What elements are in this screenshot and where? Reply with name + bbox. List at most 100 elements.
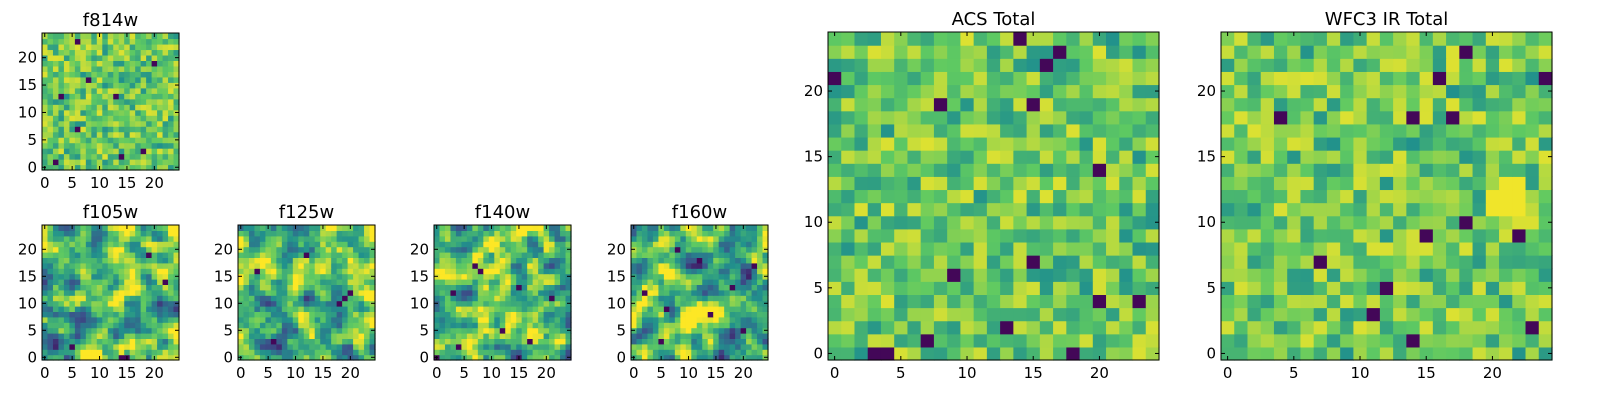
heatmap-cell [1538,281,1553,295]
heatmap-cell [907,32,922,46]
heatmap-cell [309,322,316,329]
heatmap-cell [162,316,169,323]
heatmap-cell [74,354,81,361]
heatmap-cell [146,235,153,242]
heatmap-cell [549,273,556,280]
heatmap-cell [1260,346,1275,361]
heatmap-cell [1145,255,1160,269]
heatmap-cell [74,98,81,105]
heatmap-cell [91,279,98,285]
heatmap-cell [472,257,479,264]
heatmap-cell [505,235,512,242]
heatmap-cell [336,252,343,258]
heatmap-cell [1446,32,1460,46]
heatmap-cell [118,109,125,116]
heatmap-cell [499,316,506,323]
heatmap-cell [1393,346,1407,361]
heatmap-cell [549,246,556,253]
heatmap-cell [52,148,60,155]
heatmap-cell [450,306,457,312]
heatmap-cell [488,343,495,350]
heatmap-cell [652,235,659,242]
heatmap-cell [762,257,769,264]
heatmap-cell [80,241,87,248]
heatmap-cell [1472,176,1487,191]
heatmap-cell [713,333,720,339]
heatmap-cell [718,279,725,285]
heatmap-cell [894,163,909,177]
heatmap-cell [841,215,856,230]
heatmap-cell [680,273,687,280]
heatmap-cell [1538,320,1553,335]
heatmap-cell [347,333,354,339]
heatmap-cell [1459,176,1474,191]
heatmap-cell [680,316,687,323]
heatmap-cell [80,343,87,350]
heatmap-cell [135,33,142,40]
heatmap-cell [724,241,731,248]
heatmap-cell [641,246,649,253]
heatmap-cell [135,148,142,155]
heatmap-cell [713,268,720,275]
y-tick-label: 20 [1197,82,1216,100]
heatmap-cell [69,343,76,350]
heatmap-cell [320,300,327,307]
heatmap-cell [85,120,92,127]
heatmap-cell [1446,110,1460,125]
heatmap-cell [713,311,720,318]
heatmap-cell [162,60,169,67]
heatmap-cell [461,257,468,264]
heatmap-cell [85,153,92,160]
heatmap-cell [880,228,895,243]
heatmap-cell [718,349,725,356]
heatmap-cell [472,284,479,291]
heatmap-cell [364,257,371,264]
heatmap-cell [560,225,567,231]
heatmap-cell [947,110,961,125]
heatmap-cell [1393,189,1407,204]
heatmap-cell [907,268,922,282]
heatmap-cell [151,279,158,285]
heatmap-cell [74,316,81,323]
heatmap-cell [1499,45,1513,59]
heatmap-cell [1538,32,1553,46]
heatmap-cell [1119,281,1134,295]
heatmap-cell [42,153,49,160]
heatmap-cell [281,268,288,275]
heatmap-cell [1313,32,1328,46]
heatmap-cell [560,241,567,248]
heatmap-cell [1221,176,1235,191]
heatmap-cell [157,343,164,350]
heatmap-cell [118,289,125,296]
heatmap-cell [510,246,517,253]
heatmap-cell [1234,71,1249,86]
heatmap-cell [1499,176,1513,191]
heatmap-cell [1221,163,1235,177]
heatmap-cell [986,215,1001,230]
heatmap-cell [867,97,882,112]
heatmap-cell [248,343,256,350]
heatmap-cell [1499,71,1513,86]
heatmap-cell [168,343,175,350]
heatmap-cell [1512,176,1527,191]
heatmap-cell [483,246,490,253]
chart-title: WFC3 IR Total [1325,9,1448,30]
heatmap-cell [521,268,528,275]
heatmap-cell [1326,58,1341,72]
heatmap-cell [118,159,125,166]
heatmap-cell [52,327,60,334]
heatmap-cell [42,120,49,127]
heatmap-cell [472,235,479,242]
heatmap-cell [1379,123,1394,138]
heatmap-cell [554,349,561,356]
heatmap-cell [80,126,87,133]
heatmap-cell [444,311,452,318]
heatmap-cell [532,252,539,258]
heatmap-cell [1287,333,1302,348]
heatmap-cell [168,252,175,258]
heatmap-cell [631,349,638,356]
heatmap-cell [1119,294,1134,309]
heatmap-cell [674,268,681,275]
heatmap-cell [151,295,158,302]
heatmap-cell [173,71,180,78]
